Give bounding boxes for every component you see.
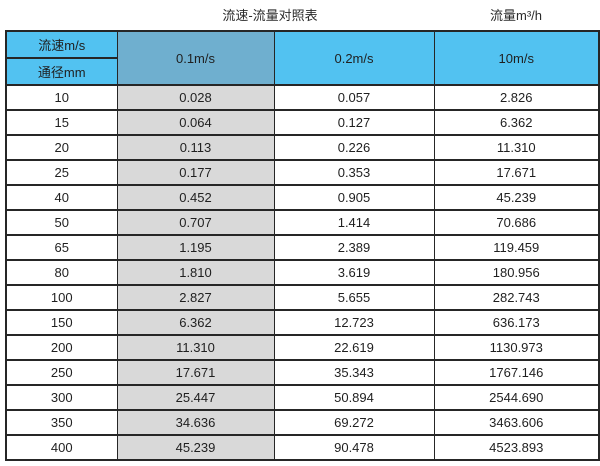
diameter-cell: 10 [5, 84, 118, 111]
diameter-cell: 300 [5, 384, 118, 411]
flow-0-1ms-cell: 0.113 [116, 134, 275, 161]
table-header: 流速m/s 0.1m/s 0.2m/s 10m/s 通径mm [5, 30, 600, 86]
flow-unit-label: 流量m³/h [489, 8, 543, 23]
flow-10ms-cell: 11.310 [433, 134, 600, 161]
diameter-cell: 100 [5, 284, 118, 311]
diameter-cell: 80 [5, 259, 118, 286]
flow-0-2ms-cell: 12.723 [273, 309, 435, 336]
flow-10ms-cell: 282.743 [433, 284, 600, 311]
flow-0-2ms-cell: 90.478 [273, 434, 435, 461]
table-row: 40 0.452 0.905 45.239 [5, 184, 600, 211]
diameter-cell: 350 [5, 409, 118, 436]
flow-10ms-cell: 1767.146 [433, 359, 600, 386]
flow-10ms-cell: 180.956 [433, 259, 600, 286]
flow-0-2ms-cell: 0.226 [273, 134, 435, 161]
diameter-cell: 400 [5, 434, 118, 461]
diameter-cell: 15 [5, 109, 118, 136]
diameter-cell: 50 [5, 209, 118, 236]
flow-rate-table: 流速m/s 0.1m/s 0.2m/s 10m/s 通径mm 10 0.028 … [5, 30, 600, 461]
flow-0-2ms-cell: 50.894 [273, 384, 435, 411]
table-row: 400 45.239 90.478 4523.893 [5, 434, 600, 461]
table-row: 80 1.810 3.619 180.956 [5, 259, 600, 286]
flow-10ms-cell: 1130.973 [433, 334, 600, 361]
flow-0-1ms-cell: 1.195 [116, 234, 275, 261]
table-row: 25 0.177 0.353 17.671 [5, 159, 600, 186]
flow-0-2ms-cell: 69.272 [273, 409, 435, 436]
flow-10ms-cell: 2544.690 [433, 384, 600, 411]
flow-10ms-cell: 119.459 [433, 234, 600, 261]
flow-0-1ms-cell: 1.810 [116, 259, 275, 286]
flow-0-1ms-cell: 6.362 [116, 309, 275, 336]
flow-0-2ms-cell: 5.655 [273, 284, 435, 311]
flow-0-2ms-cell: 0.127 [273, 109, 435, 136]
diameter-cell: 150 [5, 309, 118, 336]
diameter-cell: 20 [5, 134, 118, 161]
flow-0-1ms-cell: 0.177 [116, 159, 275, 186]
table-row: 250 17.671 35.343 1767.146 [5, 359, 600, 386]
flow-0-1ms-cell: 0.064 [116, 109, 275, 136]
diameter-cell: 25 [5, 159, 118, 186]
table-row: 100 2.827 5.655 282.743 [5, 284, 600, 311]
flow-0-1ms-cell: 2.827 [116, 284, 275, 311]
table-row: 50 0.707 1.414 70.686 [5, 209, 600, 236]
table-body: 10 0.028 0.057 2.826 15 0.064 0.127 6.36… [5, 84, 600, 461]
flow-10ms-cell: 17.671 [433, 159, 600, 186]
flow-0-2ms-cell: 3.619 [273, 259, 435, 286]
table-row: 10 0.028 0.057 2.826 [5, 84, 600, 111]
flow-0-2ms-cell: 0.905 [273, 184, 435, 211]
diameter-cell: 40 [5, 184, 118, 211]
page-title: 流速-流量对照表 [222, 8, 318, 23]
diameter-cell: 200 [5, 334, 118, 361]
flow-0-2ms-cell: 0.353 [273, 159, 435, 186]
header-velocity-label: 流速m/s [5, 30, 118, 59]
flow-10ms-cell: 6.362 [433, 109, 600, 136]
diameter-cell: 250 [5, 359, 118, 386]
table-row: 15 0.064 0.127 6.362 [5, 109, 600, 136]
table-row: 300 25.447 50.894 2544.690 [5, 384, 600, 411]
flow-0-1ms-cell: 45.239 [116, 434, 275, 461]
flow-0-1ms-cell: 34.636 [116, 409, 275, 436]
flow-0-1ms-cell: 0.028 [116, 84, 275, 111]
flow-0-2ms-cell: 1.414 [273, 209, 435, 236]
flow-0-1ms-cell: 17.671 [116, 359, 275, 386]
table-row: 150 6.362 12.723 636.173 [5, 309, 600, 336]
flow-0-2ms-cell: 0.057 [273, 84, 435, 111]
flow-0-1ms-cell: 0.707 [116, 209, 275, 236]
header-column-10ms: 10m/s [433, 30, 600, 86]
flow-0-2ms-cell: 35.343 [273, 359, 435, 386]
flow-10ms-cell: 4523.893 [433, 434, 600, 461]
flow-0-1ms-cell: 0.452 [116, 184, 275, 211]
flow-10ms-cell: 2.826 [433, 84, 600, 111]
flow-10ms-cell: 636.173 [433, 309, 600, 336]
header-column-0-2ms: 0.2m/s [273, 30, 435, 86]
flow-0-1ms-cell: 25.447 [116, 384, 275, 411]
table-row: 20 0.113 0.226 11.310 [5, 134, 600, 161]
diameter-cell: 65 [5, 234, 118, 261]
table-row: 200 11.310 22.619 1130.973 [5, 334, 600, 361]
flow-10ms-cell: 3463.606 [433, 409, 600, 436]
flow-10ms-cell: 45.239 [433, 184, 600, 211]
header-column-0-1ms: 0.1m/s [116, 30, 275, 86]
flow-10ms-cell: 70.686 [433, 209, 600, 236]
table-row: 350 34.636 69.272 3463.606 [5, 409, 600, 436]
flow-0-1ms-cell: 11.310 [116, 334, 275, 361]
table-row: 65 1.195 2.389 119.459 [5, 234, 600, 261]
header-diameter-label: 通径mm [5, 57, 118, 86]
flow-0-2ms-cell: 2.389 [273, 234, 435, 261]
flow-0-2ms-cell: 22.619 [273, 334, 435, 361]
